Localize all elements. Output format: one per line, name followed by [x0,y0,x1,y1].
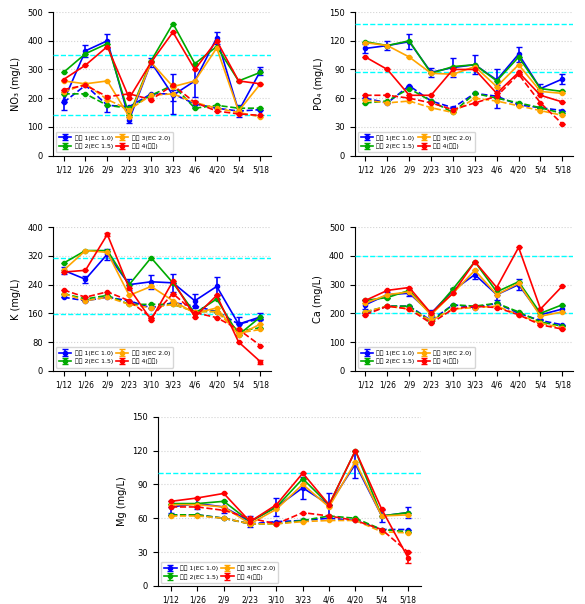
Legend: 배액 1(EC 1.0), 배액 2(EC 1.5), 배액 3(EC 2.0), 배액 4(전황): 배액 1(EC 1.0), 배액 2(EC 1.5), 배액 3(EC 2.0)… [357,347,475,368]
Y-axis label: K (mg/L): K (mg/L) [12,278,22,320]
Legend: 배액 1(EC 1.0), 배액 2(EC 1.5), 배액 3(EC 2.0), 배액 4(전황): 배액 1(EC 1.0), 배액 2(EC 1.5), 배액 3(EC 2.0)… [357,132,475,152]
Y-axis label: PO₄ (mg/L): PO₄ (mg/L) [314,57,324,110]
Y-axis label: NO₃ (mg/L): NO₃ (mg/L) [12,57,22,111]
Legend: 배액 1(EC 1.0), 배액 2(EC 1.5), 배액 3(EC 2.0), 배액 4(전황): 배액 1(EC 1.0), 배액 2(EC 1.5), 배액 3(EC 2.0)… [56,132,173,152]
Legend: 배액 1(EC 1.0), 배액 2(EC 1.5), 배액 3(EC 2.0), 배액 4(전황): 배액 1(EC 1.0), 배액 2(EC 1.5), 배액 3(EC 2.0)… [56,347,173,368]
Legend: 배액 1(EC 1.0), 배액 2(EC 1.5), 배액 3(EC 2.0), 배액 4(전황): 배액 1(EC 1.0), 배액 2(EC 1.5), 배액 3(EC 2.0)… [161,562,278,583]
Y-axis label: Mg (mg/L): Mg (mg/L) [117,477,127,526]
Y-axis label: Ca (mg/L): Ca (mg/L) [314,275,324,323]
